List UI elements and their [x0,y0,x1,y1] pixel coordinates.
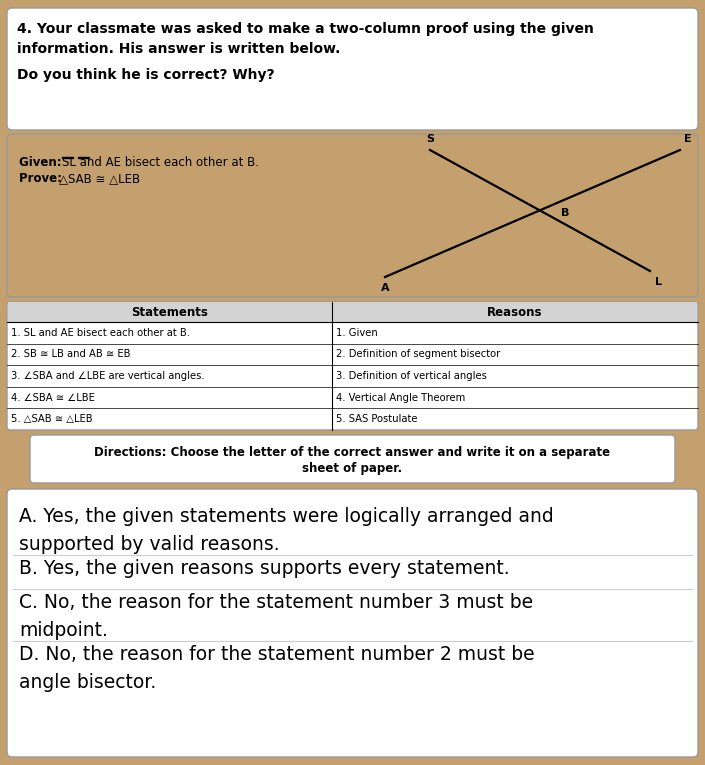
Text: Prove:: Prove: [19,172,66,185]
Text: A. Yes, the given statements were logically arranged and: A. Yes, the given statements were logica… [19,507,553,526]
Text: C. No, the reason for the statement number 3 must be: C. No, the reason for the statement numb… [19,594,533,613]
Text: 3. ∠SBA and ∠LBE are vertical angles.: 3. ∠SBA and ∠LBE are vertical angles. [11,371,204,381]
FancyBboxPatch shape [30,435,675,483]
Text: supported by valid reasons.: supported by valid reasons. [19,535,280,554]
Text: L: L [655,277,662,287]
Text: B. Yes, the given reasons supports every statement.: B. Yes, the given reasons supports every… [19,558,510,578]
Text: D. No, the reason for the statement number 2 must be: D. No, the reason for the statement numb… [19,645,534,664]
Bar [8,302,697,322]
Text: 1. Given: 1. Given [336,327,377,338]
Text: 3. Definition of vertical angles: 3. Definition of vertical angles [336,371,486,381]
Text: SL and AE bisect each other at B.: SL and AE bisect each other at B. [62,156,259,169]
Text: 2. SB ≅ LB and AB ≅ EB: 2. SB ≅ LB and AB ≅ EB [11,350,130,360]
FancyBboxPatch shape [7,302,698,430]
Text: 5. △SAB ≅ △LEB: 5. △SAB ≅ △LEB [11,414,92,425]
Text: 4. ∠SBA ≅ ∠LBE: 4. ∠SBA ≅ ∠LBE [11,392,95,402]
Text: angle bisector.: angle bisector. [19,673,157,692]
Text: S: S [426,134,434,144]
FancyBboxPatch shape [7,8,698,130]
Text: 1. SL and AE bisect each other at B.: 1. SL and AE bisect each other at B. [11,327,190,338]
Text: midpoint.: midpoint. [19,621,108,640]
Text: Do you think he is correct? Why?: Do you think he is correct? Why? [17,68,275,82]
Text: Directions: Choose the letter of the correct answer and write it on a separate: Directions: Choose the letter of the cor… [94,445,611,458]
Text: information. His answer is written below.: information. His answer is written below… [17,42,341,56]
Text: 2. Definition of segment bisector: 2. Definition of segment bisector [336,350,500,360]
Bar [78,157,89,158]
Text: B: B [561,207,570,217]
Text: E: E [684,134,692,144]
Text: A: A [381,283,389,293]
Text: Reasons: Reasons [487,305,543,318]
FancyBboxPatch shape [7,489,698,757]
Text: Given:: Given: [19,156,66,169]
Text: Statements: Statements [131,305,208,318]
Text: 5. SAS Postulate: 5. SAS Postulate [336,414,417,425]
Text: 4. Your classmate was asked to make a two-column proof using the given: 4. Your classmate was asked to make a tw… [17,22,594,36]
Text: 4. Vertical Angle Theorem: 4. Vertical Angle Theorem [336,392,465,402]
Text: sheet of paper.: sheet of paper. [302,461,403,474]
Bar [62,157,73,158]
Text: △SAB ≅ △LEB: △SAB ≅ △LEB [59,172,140,185]
FancyBboxPatch shape [7,134,698,297]
